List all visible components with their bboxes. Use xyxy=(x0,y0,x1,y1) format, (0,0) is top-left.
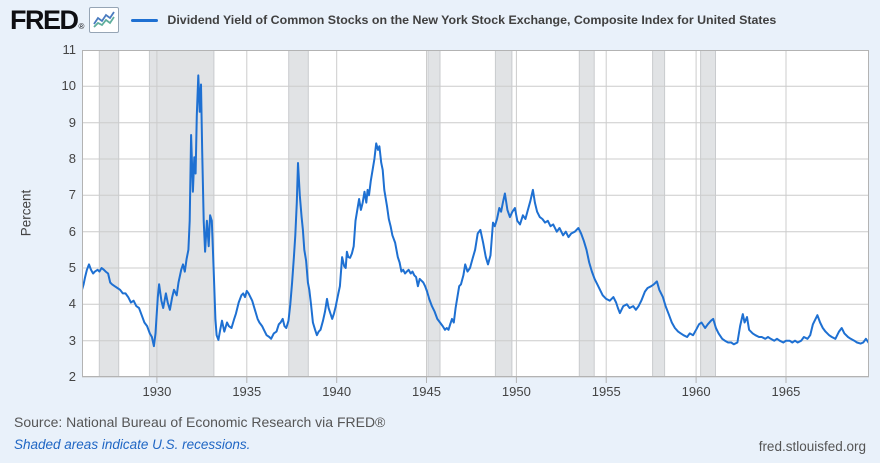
x-tick-label: 1965 xyxy=(771,384,801,399)
series-title: Dividend Yield of Common Stocks on the N… xyxy=(167,13,777,27)
recessions-note-link[interactable]: Shaded areas indicate U.S. recessions. xyxy=(14,437,251,452)
y-tick-label: 3 xyxy=(68,332,76,348)
recession-band xyxy=(288,50,309,378)
series-line xyxy=(82,74,869,348)
recession-band xyxy=(98,50,120,378)
y-tick-label: 8 xyxy=(68,151,76,166)
recession-band xyxy=(652,50,666,378)
recession-band xyxy=(427,50,441,378)
y-tick-label: 6 xyxy=(68,223,76,239)
recession-band xyxy=(578,50,595,378)
y-tick-label: 4 xyxy=(68,296,76,312)
x-tick-label: 1950 xyxy=(501,384,531,399)
y-tick-label: 5 xyxy=(68,260,76,275)
plot-area xyxy=(82,50,869,383)
series-color-key xyxy=(131,18,159,22)
y-axis-title: Percent xyxy=(18,189,34,237)
y-tick-label: 9 xyxy=(68,114,76,130)
chart-header: FRED ® Dividend Yield of Common Stocks o… xyxy=(10,5,776,35)
plot-border xyxy=(82,50,869,377)
fred-logo-text: FRED xyxy=(10,5,79,35)
recession-band xyxy=(700,50,716,378)
x-tick-label: 1960 xyxy=(681,384,711,399)
x-tick-label: 1955 xyxy=(591,384,621,399)
source-note: Source: National Bureau of Economic Rese… xyxy=(14,414,386,430)
site-url: fred.stlouisfed.org xyxy=(758,439,866,454)
fred-logo: FRED ® xyxy=(10,5,84,35)
y-tick-label: 11 xyxy=(62,42,77,57)
x-tick-label: 1935 xyxy=(232,384,262,399)
x-tick-label: 1940 xyxy=(322,384,352,399)
registered-mark: ® xyxy=(78,22,85,31)
y-tick-label: 2 xyxy=(68,369,76,384)
fred-logo-chart-icon xyxy=(89,7,120,33)
y-tick-label: 10 xyxy=(61,78,76,94)
x-tick-label: 1930 xyxy=(142,384,172,399)
y-tick-label: 7 xyxy=(68,187,76,203)
x-tick-label: 1945 xyxy=(412,384,441,399)
